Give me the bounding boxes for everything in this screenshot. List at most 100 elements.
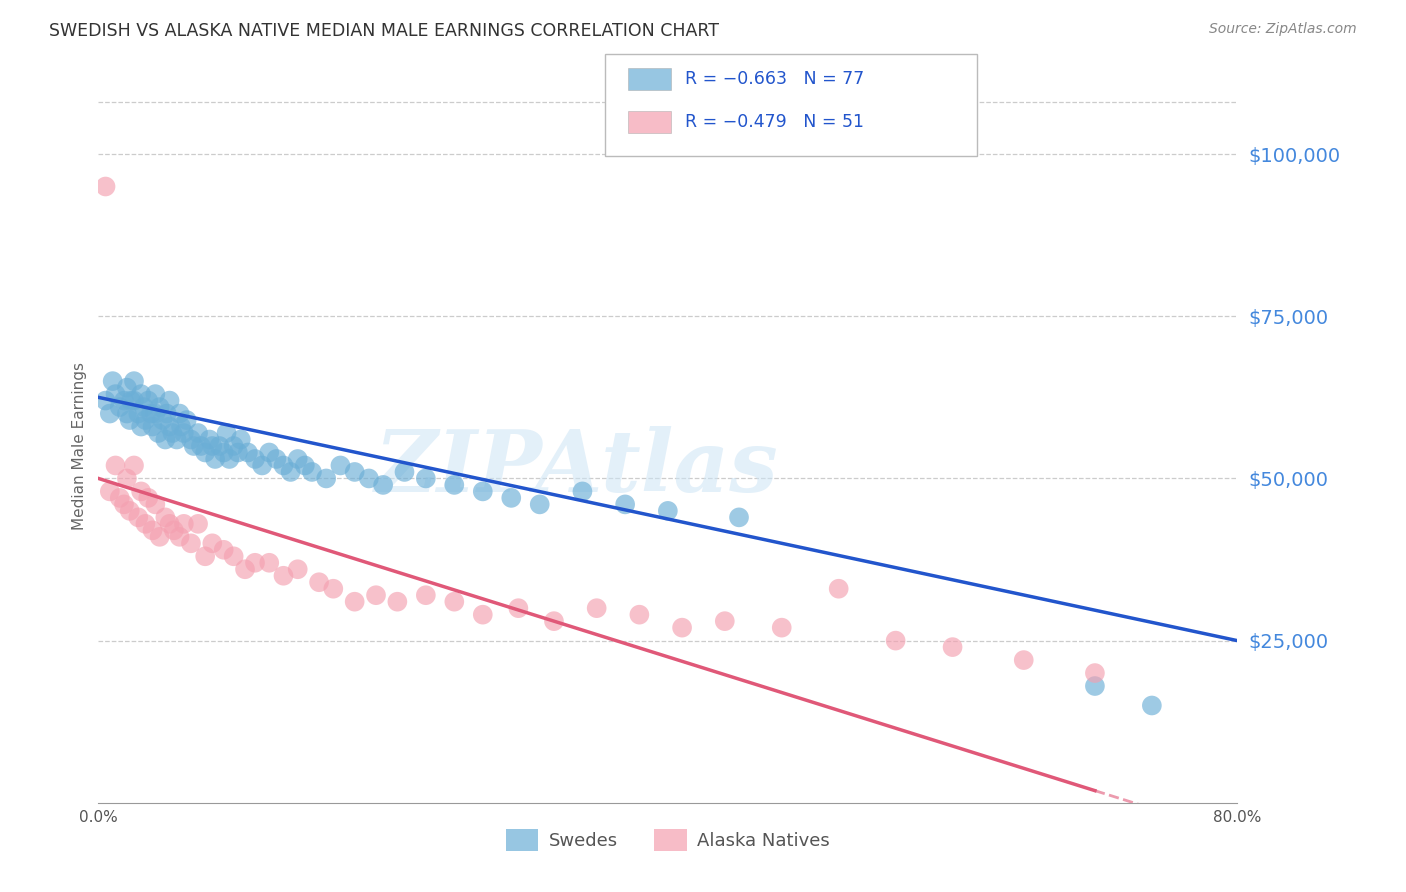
Point	[236, 445, 259, 459]
Point	[942, 640, 965, 654]
Point	[628, 607, 651, 622]
Point	[508, 601, 530, 615]
Y-axis label: Median Male Earnings: Median Male Earnings	[72, 362, 87, 530]
Point	[329, 458, 352, 473]
Point	[127, 407, 149, 421]
Point	[471, 607, 494, 622]
Point	[104, 387, 127, 401]
Text: SWEDISH VS ALASKA NATIVE MEDIAN MALE EARNINGS CORRELATION CHART: SWEDISH VS ALASKA NATIVE MEDIAN MALE EAR…	[49, 22, 720, 40]
Point	[122, 458, 145, 473]
Point	[828, 582, 851, 596]
Point	[145, 407, 167, 421]
Point	[155, 510, 177, 524]
Point	[273, 568, 295, 582]
Point	[728, 510, 751, 524]
Point	[233, 562, 256, 576]
Point	[187, 425, 209, 440]
Point	[169, 530, 191, 544]
Point	[152, 413, 174, 427]
Point	[162, 425, 184, 440]
Point	[714, 614, 737, 628]
Point	[180, 536, 202, 550]
Point	[129, 484, 152, 499]
Point	[280, 465, 302, 479]
Point	[118, 413, 141, 427]
Point	[129, 387, 152, 401]
Point	[614, 497, 637, 511]
Point	[159, 419, 181, 434]
Point	[226, 445, 249, 459]
Point	[159, 393, 181, 408]
Point	[98, 407, 121, 421]
Point	[145, 387, 167, 401]
Point	[173, 516, 195, 531]
Point	[443, 478, 465, 492]
Text: Source: ZipAtlas.com: Source: ZipAtlas.com	[1209, 22, 1357, 37]
Point	[159, 516, 181, 531]
Point	[187, 516, 209, 531]
Point	[141, 524, 163, 538]
Point	[1084, 666, 1107, 681]
Point	[208, 439, 231, 453]
Point	[198, 433, 221, 447]
Point	[259, 445, 281, 459]
Point	[294, 458, 316, 473]
Point	[315, 471, 337, 485]
Point	[212, 445, 235, 459]
Point	[115, 381, 138, 395]
Point	[308, 575, 330, 590]
Point	[215, 425, 238, 440]
Point	[322, 582, 344, 596]
Point	[112, 393, 135, 408]
Point	[273, 458, 295, 473]
Point	[415, 588, 437, 602]
Point	[139, 407, 162, 421]
Point	[204, 452, 226, 467]
Point	[115, 471, 138, 485]
Point	[194, 445, 217, 459]
Point	[112, 497, 135, 511]
Point	[166, 433, 188, 447]
Point	[543, 614, 565, 628]
Point	[250, 458, 273, 473]
Point	[266, 452, 288, 467]
Point	[122, 374, 145, 388]
Point	[471, 484, 494, 499]
Point	[364, 588, 387, 602]
Point	[212, 542, 235, 557]
Point	[201, 536, 224, 550]
Point	[443, 595, 465, 609]
Point	[108, 400, 131, 414]
Point	[585, 601, 607, 615]
Point	[183, 439, 205, 453]
Point	[529, 497, 551, 511]
Point	[134, 413, 156, 427]
Point	[301, 465, 323, 479]
Point	[657, 504, 679, 518]
Text: R = −0.479   N = 51: R = −0.479 N = 51	[685, 113, 863, 131]
Point	[120, 393, 142, 408]
Point	[155, 433, 177, 447]
Point	[415, 471, 437, 485]
Text: ZIPAtlas: ZIPAtlas	[375, 425, 779, 509]
Point	[343, 595, 366, 609]
Point	[884, 633, 907, 648]
Point	[94, 179, 117, 194]
Point	[108, 491, 131, 505]
Point	[127, 510, 149, 524]
Point	[194, 549, 217, 564]
Point	[163, 524, 186, 538]
Point	[118, 504, 141, 518]
Point	[136, 491, 159, 505]
Point	[134, 516, 156, 531]
Point	[1140, 698, 1163, 713]
Point	[170, 419, 193, 434]
Point	[94, 393, 117, 408]
Point	[122, 393, 145, 408]
Legend: Swedes, Alaska Natives: Swedes, Alaska Natives	[498, 822, 838, 858]
Point	[222, 549, 245, 564]
Point	[136, 393, 159, 408]
Point	[149, 400, 172, 414]
Point	[132, 400, 155, 414]
Point	[571, 484, 593, 499]
